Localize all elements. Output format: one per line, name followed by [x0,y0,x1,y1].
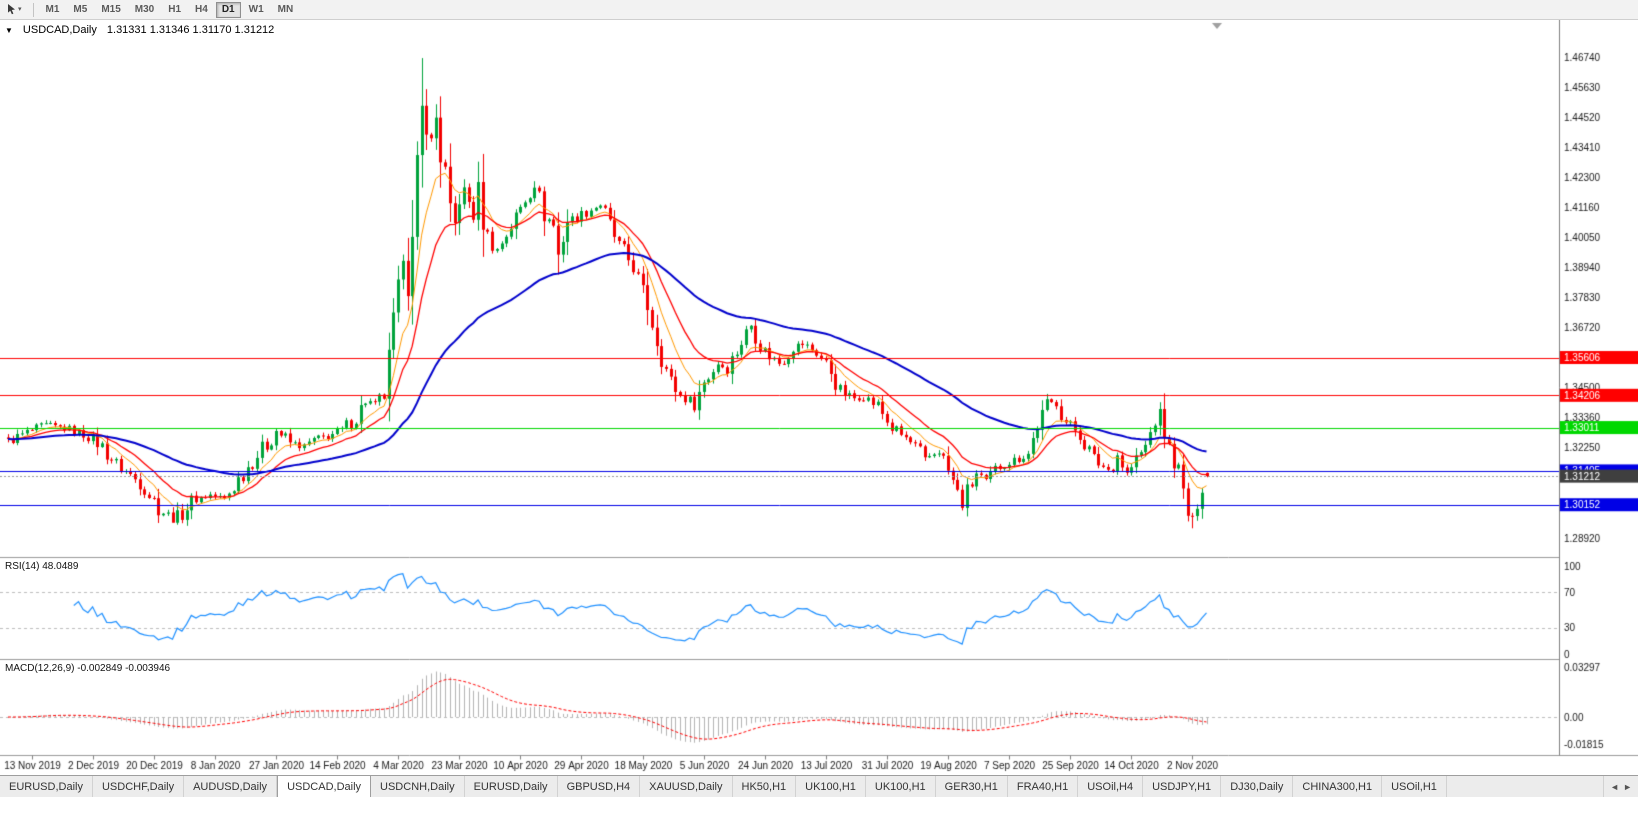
chart-tab[interactable]: FRA40,H1 [1007,776,1079,797]
tab-scroll-controls: ◄ ► [1603,776,1638,797]
chart-tabs: EURUSD,Daily USDCHF,Daily AUDUSD,Daily USDC… [0,776,1603,797]
timeframe-button[interactable]: M30 [129,2,160,18]
chart-title: ▼ USDCAD,Daily 1.31331 1.31346 1.31170 1… [5,24,274,36]
rsi-indicator-label: RSI(14) 48.0489 [5,561,79,572]
timeframe-group: M1 M5 M15 M30 H1 H4 D1 W1 MN [39,1,301,18]
chart-tab[interactable]: USOil,H1 [1382,776,1447,797]
dropdown-caret-icon: ▾ [18,6,22,13]
chart-tab[interactable]: DJ30,Daily [1221,776,1294,797]
chart-tab[interactable]: XAUUSD,Daily [640,776,733,797]
timeframe-button[interactable]: M1 [40,2,66,18]
chart-tab[interactable]: GBPUSD,H4 [557,776,641,797]
chart-tab[interactable]: USDCHF,Daily [92,776,185,797]
timeframe-button[interactable]: M15 [95,2,126,18]
symbol-period-label: USDCAD,Daily [22,24,97,36]
chart-tab[interactable]: EURUSD,Daily [464,776,558,797]
chart-tab[interactable]: EURUSD,Daily [0,776,93,797]
chart-tab[interactable]: UK100,H1 [865,776,936,797]
chart-tab[interactable]: GER30,H1 [935,776,1008,797]
price-chart-canvas[interactable] [0,20,1638,775]
chart-type-button[interactable]: ▾ [3,3,26,16]
toolbar-separator [32,2,34,17]
timeframe-button[interactable]: D1 [215,1,241,18]
toolbar: ▾ M1 M5 M15 M30 H1 H4 D1 W1 MN [0,0,1638,20]
chart-tab[interactable]: USOil,H4 [1078,776,1144,797]
timeframe-button[interactable]: M5 [67,2,93,18]
timeframe-button[interactable]: W1 [243,2,270,18]
timeframe-button[interactable]: H1 [162,2,187,18]
timeframe-button[interactable]: MN [272,2,300,18]
chart-tab[interactable]: USDCAD,Daily [277,776,372,797]
chart-tab[interactable]: USDCNH,Daily [371,776,465,797]
chart-tab-bar: EURUSD,Daily USDCHF,Daily AUDUSD,Daily USDC… [0,775,1638,797]
chart-tab[interactable]: UK100,H1 [796,776,866,797]
collapse-icon[interactable]: ▼ [5,25,13,35]
status-bar [0,797,1638,834]
chart-area: ▼ USDCAD,Daily 1.31331 1.31346 1.31170 1… [0,20,1638,775]
chart-tab[interactable]: CHINA300,H1 [1293,776,1383,797]
cursor-icon [8,4,15,15]
chart-tab[interactable]: AUDUSD,Daily [184,776,278,797]
ohlc-values: 1.31331 1.31346 1.31170 1.31212 [106,24,275,36]
macd-indicator-label: MACD(12,26,9) -0.002849 -0.003946 [5,663,171,674]
chart-tab[interactable]: HK50,H1 [732,776,797,797]
chart-tab[interactable]: USDJPY,H1 [1143,776,1222,797]
timeframe-button[interactable]: H4 [189,2,214,18]
tab-scroll-left-icon[interactable]: ◄ [1610,781,1620,792]
tab-scroll-right-icon[interactable]: ► [1623,781,1632,792]
